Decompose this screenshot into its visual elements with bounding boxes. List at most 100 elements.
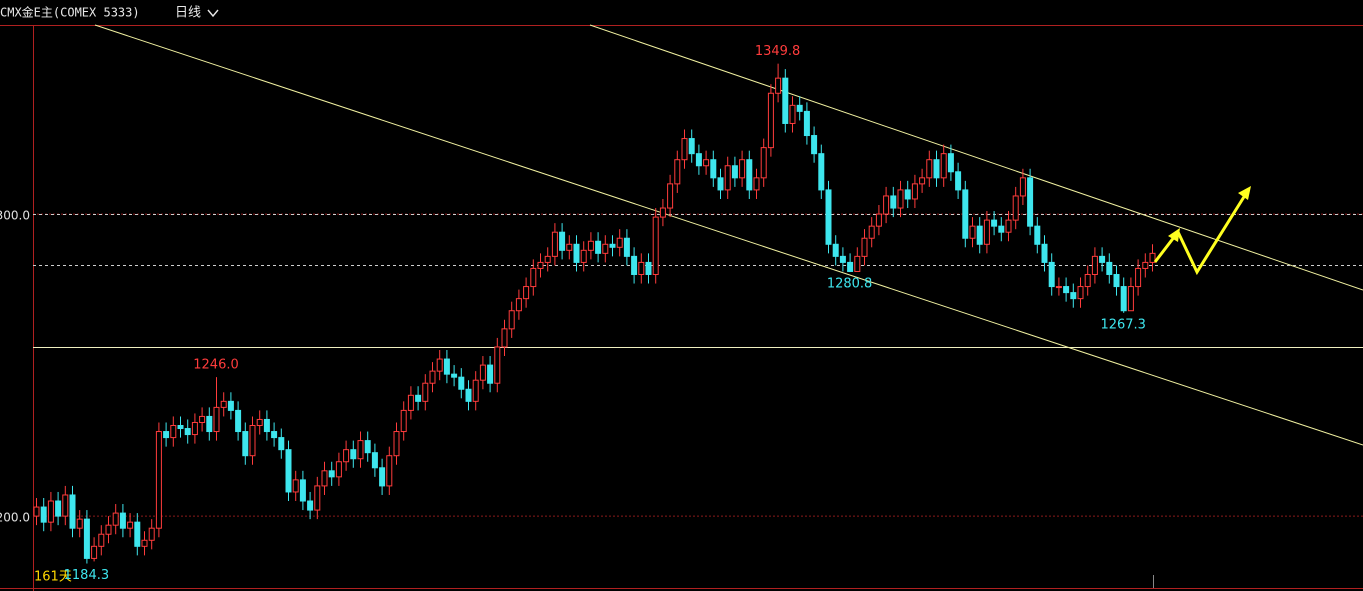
candle-body bbox=[983, 219, 990, 245]
candle-body bbox=[803, 110, 810, 137]
candle-body bbox=[1106, 261, 1113, 275]
candle-body bbox=[400, 409, 407, 433]
extreme-label: 1280.8 bbox=[827, 277, 873, 292]
extreme-label: 1184.3 bbox=[64, 568, 110, 583]
candle-body bbox=[926, 159, 933, 179]
candle-body bbox=[667, 183, 674, 209]
candle-body bbox=[465, 388, 472, 402]
candle-body bbox=[242, 431, 249, 457]
candle-body bbox=[105, 524, 112, 535]
candle-body bbox=[911, 183, 918, 200]
candle-body bbox=[767, 92, 774, 149]
candle-body bbox=[364, 440, 371, 454]
candle-body bbox=[652, 216, 659, 275]
candle-body bbox=[1127, 286, 1134, 312]
candle-body bbox=[695, 153, 702, 167]
candle-body bbox=[739, 159, 746, 179]
candle-body bbox=[854, 255, 861, 272]
trend-line bbox=[589, 24, 1363, 291]
candle-body bbox=[55, 500, 62, 517]
candle-body bbox=[407, 394, 414, 411]
candle-body bbox=[818, 153, 825, 191]
candle-body bbox=[335, 461, 342, 478]
candle-body bbox=[587, 240, 594, 251]
candle-body bbox=[940, 153, 947, 179]
candle-body bbox=[1063, 286, 1070, 294]
candle-body bbox=[746, 159, 753, 191]
candle-body bbox=[868, 225, 875, 239]
candle-body bbox=[343, 449, 350, 463]
candle-body bbox=[141, 539, 148, 547]
candle-body bbox=[839, 255, 846, 263]
candle-body bbox=[328, 470, 335, 478]
footer-label: 161天 bbox=[34, 570, 72, 585]
candle-body bbox=[551, 231, 558, 257]
candle-body bbox=[998, 225, 1005, 233]
candle-body bbox=[119, 512, 126, 529]
dropdown-icon[interactable] bbox=[207, 9, 219, 18]
candle-body bbox=[861, 237, 868, 257]
candle-body bbox=[415, 394, 422, 402]
candle-body bbox=[897, 189, 904, 209]
candle-body bbox=[487, 364, 494, 384]
candle-body bbox=[537, 261, 544, 269]
candle-body bbox=[674, 159, 681, 185]
candle-body bbox=[393, 431, 400, 457]
extreme-label: 1349.8 bbox=[755, 44, 801, 59]
candle-body bbox=[991, 219, 998, 227]
candle-body bbox=[1019, 177, 1026, 197]
candle-body bbox=[919, 177, 926, 185]
candle-body bbox=[1099, 255, 1106, 263]
candle-body bbox=[703, 159, 710, 167]
period-selector[interactable]: 日线 bbox=[175, 6, 201, 21]
candle-body bbox=[69, 494, 76, 529]
candle-body bbox=[1005, 219, 1012, 233]
instrument-title: CMX金E主(COMEX 5333) bbox=[0, 5, 140, 20]
candle-body bbox=[530, 267, 537, 288]
candle-body bbox=[47, 500, 54, 523]
candle-body bbox=[170, 425, 177, 439]
candle-body bbox=[508, 310, 515, 330]
candle-body bbox=[271, 431, 278, 439]
candle-body bbox=[645, 261, 652, 275]
candle-body bbox=[731, 165, 738, 179]
candle-body bbox=[191, 421, 198, 436]
candle-body bbox=[76, 518, 83, 529]
trend-line bbox=[94, 24, 1363, 446]
candle-body bbox=[616, 237, 623, 248]
forecast-arrows bbox=[1153, 186, 1251, 276]
candle-body bbox=[91, 545, 98, 559]
candle-body bbox=[875, 213, 882, 227]
candle-body bbox=[134, 521, 141, 547]
candle-body bbox=[206, 415, 213, 433]
candle-body bbox=[523, 286, 530, 300]
candle-body bbox=[962, 189, 969, 239]
candle-body bbox=[515, 298, 522, 312]
candle-body bbox=[220, 400, 227, 408]
candle-body bbox=[199, 415, 206, 423]
candle-body bbox=[1027, 177, 1034, 227]
candle-body bbox=[1034, 225, 1041, 245]
candle-body bbox=[33, 506, 40, 517]
candle-body bbox=[1055, 286, 1062, 289]
arrow-head bbox=[1238, 186, 1251, 200]
candle-body bbox=[62, 494, 69, 517]
candle-body bbox=[494, 346, 501, 384]
candle-body bbox=[631, 255, 638, 275]
candle-body bbox=[314, 485, 321, 511]
candle-body bbox=[285, 449, 292, 493]
candle-body bbox=[933, 159, 940, 179]
candle-body bbox=[681, 138, 688, 161]
extreme-label: 1267.3 bbox=[1100, 317, 1146, 332]
candle-body bbox=[573, 243, 580, 263]
candle-body bbox=[163, 431, 170, 439]
candle-body bbox=[609, 243, 616, 248]
candles bbox=[33, 63, 1156, 564]
candle-body bbox=[1135, 267, 1142, 288]
candle-body bbox=[825, 189, 832, 245]
candle-body bbox=[155, 431, 162, 529]
candle-body bbox=[83, 518, 90, 559]
candle-body bbox=[775, 77, 782, 94]
candle-body bbox=[479, 364, 486, 381]
